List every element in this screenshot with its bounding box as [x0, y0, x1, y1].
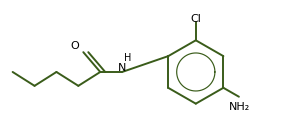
- Text: NH₂: NH₂: [229, 102, 250, 112]
- Text: N: N: [118, 63, 126, 73]
- Text: O: O: [70, 41, 79, 51]
- Text: Cl: Cl: [190, 13, 201, 23]
- Text: H: H: [124, 53, 132, 63]
